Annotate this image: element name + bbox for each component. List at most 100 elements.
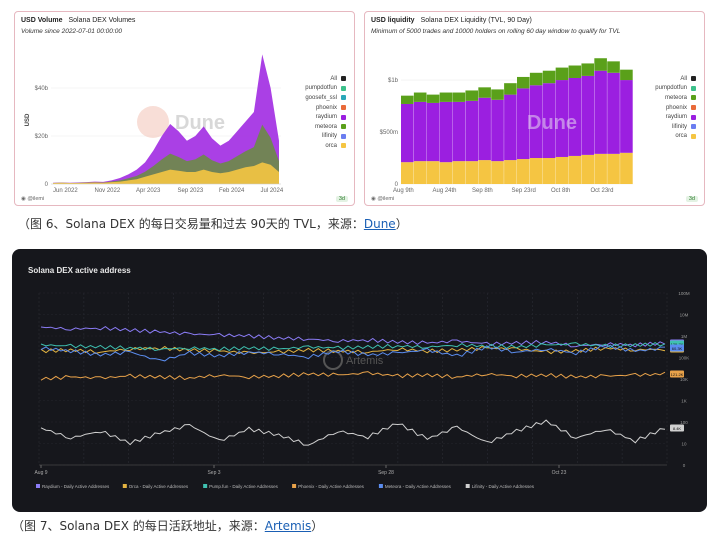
legend-label: meteora <box>664 94 687 101</box>
legend-label: lifinity <box>671 123 687 130</box>
volume-legend: All pumpdotfun goosefx_ssl phoenix raydium me… <box>305 74 346 151</box>
bar-raydium <box>607 72 620 154</box>
legend-item[interactable]: pumpdotfun <box>655 84 696 94</box>
x-tick-label: Aug 9 <box>34 470 47 476</box>
bar-raydium <box>478 97 491 161</box>
bar-orca <box>426 161 440 184</box>
legend-swatch <box>691 95 696 101</box>
active-address-title: Solana DEX active address <box>28 266 131 275</box>
y-tick-label: 10M <box>680 313 689 318</box>
legend-item[interactable]: lifinity <box>305 132 346 142</box>
bar-raydium <box>620 80 633 153</box>
dune-link[interactable]: Dune <box>363 217 396 231</box>
x-tick-label: Aug 24th <box>433 188 457 194</box>
bar-orca <box>594 153 607 184</box>
bar-raydium <box>491 99 504 162</box>
legend-swatch <box>378 484 383 488</box>
bar-meteora <box>581 63 595 76</box>
series-all-area <box>53 54 279 185</box>
bar-orca <box>478 160 491 184</box>
bar-orca <box>529 158 543 184</box>
bar-raydium <box>504 94 517 161</box>
legend-label: All <box>680 75 687 82</box>
legend-swatch <box>341 114 346 120</box>
x-tick-label: Oct 23 <box>552 470 567 476</box>
y-tick-label: 10 <box>681 442 687 447</box>
x-tick-label: Sep 8th <box>472 188 493 194</box>
series-line <box>40 345 666 355</box>
bar-meteora <box>491 89 504 100</box>
legend-item[interactable]: phoenix <box>655 103 696 113</box>
end-label: 135.7K <box>671 342 684 347</box>
watermark-text: Dune <box>527 112 577 134</box>
legend-swatch <box>341 143 346 149</box>
legend-item[interactable]: meteora <box>655 93 696 103</box>
bar-meteora <box>401 95 414 104</box>
bar-meteora <box>517 76 530 89</box>
legend-item[interactable]: phoenix <box>305 103 346 113</box>
legend-item[interactable]: pumpdotfun <box>305 84 346 94</box>
legend-label: All <box>330 75 337 82</box>
bar-orca <box>465 161 479 184</box>
legend-swatch <box>691 85 696 91</box>
legend-item[interactable]: orca <box>305 141 346 151</box>
legend-item[interactable]: raydium <box>655 112 696 122</box>
figure6-caption: （图 6、Solana DEX 的每日交易量和过去 90天的 TVL，来源：Du… <box>18 217 408 231</box>
y-axis-label: USD <box>25 113 31 126</box>
y-tick-label: $20b <box>35 134 49 140</box>
bar-orca <box>620 152 633 184</box>
legend-item[interactable]: All <box>305 74 346 84</box>
series-meteora-area <box>53 124 279 184</box>
volume-card-title: USD Volume Solana DEX Volumes <box>21 17 136 24</box>
legend-item[interactable]: goosefx_ssl <box>305 93 346 103</box>
watermark-text: Artemis <box>346 355 384 367</box>
legend-swatch <box>36 484 40 488</box>
liquidity-chart: $1b $500m 0 Dune Aug 9th Aug 24th Sep 8th Sep 2… <box>380 58 633 194</box>
y-tick-label: 100M <box>678 291 690 296</box>
legend-item[interactable]: lifinity <box>655 122 696 132</box>
artemis-link[interactable]: Artemis <box>264 519 312 533</box>
bar-meteora <box>426 94 440 103</box>
legend-item[interactable]: raydium <box>305 112 346 122</box>
bar-meteora <box>413 92 427 102</box>
bar-meteora <box>555 67 569 81</box>
bar-raydium <box>529 85 543 159</box>
legend-label: pumpdotfun <box>655 85 687 92</box>
legend-label: Pump.fun - Daily Active Addresses <box>209 484 279 489</box>
y-tick-label: $500m <box>380 130 398 136</box>
bar-orca <box>401 162 414 184</box>
bar-meteora <box>620 69 633 81</box>
bar-raydium <box>517 88 530 160</box>
legend-item[interactable]: orca <box>655 132 696 142</box>
bar-orca <box>568 155 582 184</box>
legend-item[interactable]: meteora <box>305 122 346 132</box>
volume-refresh-badge[interactable]: 3d <box>335 196 348 202</box>
series-line <box>40 344 665 362</box>
x-tick-label: Sep 3 <box>207 470 220 476</box>
liquidity-refresh-badge[interactable]: 3d <box>685 196 698 202</box>
bar-orca <box>452 161 466 184</box>
bar-meteora <box>439 92 453 102</box>
series-line <box>40 341 666 352</box>
liquidity-card: USD liquidity Solana DEX Liquidity (TVL, … <box>364 11 705 206</box>
legend-label: raydium <box>315 114 337 121</box>
legend-swatch <box>203 484 208 488</box>
legend-swatch <box>122 484 127 488</box>
legend-item[interactable]: All <box>655 74 696 84</box>
legend-label: raydium <box>665 114 687 121</box>
legend-label: lifinity <box>321 133 337 140</box>
end-label: 8.4K <box>673 426 682 431</box>
bar-raydium <box>581 75 595 155</box>
legend-label: Phoenix - Daily Active Addresses <box>298 484 365 489</box>
legend-swatch <box>465 484 470 488</box>
legend-label: orca <box>675 133 687 140</box>
legend-label: phoenix <box>315 104 337 111</box>
end-label-box <box>670 344 684 352</box>
bar-orca <box>607 153 620 184</box>
bar-orca <box>491 161 504 184</box>
series-line <box>40 325 666 348</box>
bar-meteora <box>452 92 466 102</box>
bar-orca <box>413 161 427 184</box>
y-tick-label: 100K <box>679 356 690 361</box>
bar-meteora <box>542 70 556 84</box>
